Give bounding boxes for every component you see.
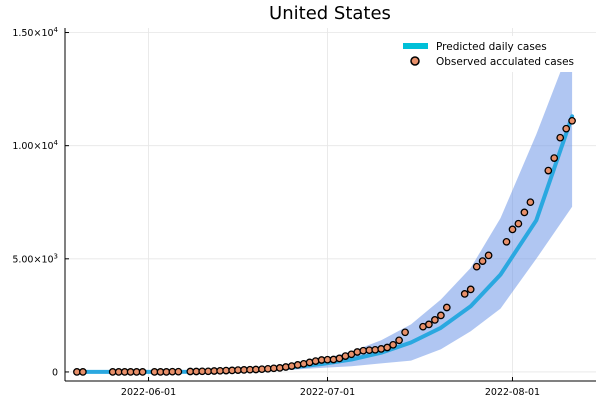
legend: Predicted daily cases Observed acculated …	[397, 36, 585, 72]
legend-label: Observed acculated cases	[436, 56, 574, 68]
observed-point	[472, 262, 481, 271]
observed-point	[293, 361, 302, 369]
observed-point	[79, 368, 87, 376]
observed-point	[305, 358, 314, 367]
observed-point	[556, 133, 565, 142]
observed-point	[174, 367, 183, 376]
observed-point	[437, 311, 445, 320]
observed-point	[508, 225, 517, 234]
y-tick-label: 1.00×104	[12, 139, 58, 152]
y-tick-base: 1.50×10	[12, 28, 53, 39]
observed-point	[484, 251, 493, 260]
y-tick-exponent: 4	[54, 26, 59, 34]
y-tick-label: 1.50×104	[12, 26, 58, 39]
y-tick-label: 5.00×103	[12, 252, 58, 265]
observed-point	[275, 364, 284, 372]
observed-point	[389, 340, 397, 349]
observed-point	[520, 208, 529, 217]
x-tick-label: 2022-07-01	[300, 387, 355, 398]
observed-point	[502, 237, 511, 246]
y-tick-base: 1.00×10	[12, 141, 53, 152]
observed-point	[460, 290, 469, 298]
observed-point	[550, 154, 559, 162]
observed-point	[138, 368, 147, 376]
x-tick-label: 2022-08-01	[485, 387, 540, 398]
observed-point	[478, 257, 487, 265]
observed-point	[514, 219, 523, 228]
x-tick-labels: 2022-06-01 2022-07-01 2022-08-01	[121, 387, 540, 398]
observed-point	[377, 345, 386, 353]
y-tick-exponent: 4	[54, 139, 59, 147]
observed-point	[401, 328, 409, 337]
observed-point	[431, 316, 439, 324]
x-tick-label: 2022-06-01	[121, 387, 176, 398]
observed-point	[568, 116, 576, 125]
observed-point	[425, 320, 433, 329]
y-tick-base: 0	[52, 367, 58, 378]
observed-point	[371, 345, 380, 354]
observed-point	[466, 285, 475, 294]
legend-box	[397, 36, 585, 72]
observed-point	[526, 198, 535, 207]
y-tick-exponent: 3	[54, 252, 58, 260]
observed-point	[353, 348, 362, 356]
observed-points-layer	[73, 116, 576, 376]
observed-point	[311, 357, 320, 365]
chart-title: United States	[269, 3, 391, 24]
legend-marker-swatch	[410, 56, 420, 66]
observed-point	[442, 303, 451, 312]
observed-point	[287, 362, 296, 370]
legend-label: Predicted daily cases	[436, 41, 547, 53]
axes	[64, 28, 596, 382]
y-tick-label: 0	[52, 367, 58, 378]
observed-point	[544, 166, 553, 175]
observed-point	[562, 124, 571, 133]
y-tick-base: 5.00×10	[12, 254, 53, 265]
observed-point	[395, 336, 403, 345]
